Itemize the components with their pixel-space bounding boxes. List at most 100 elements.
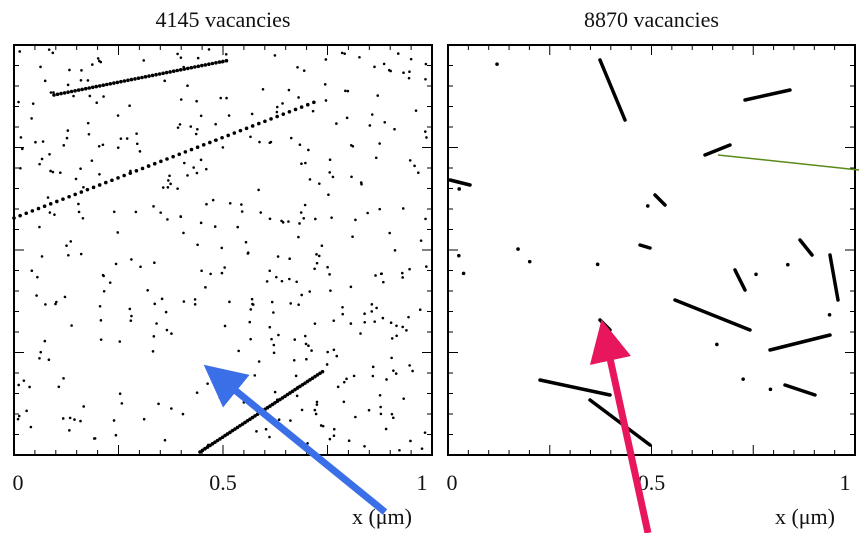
vacancy-dot xyxy=(92,437,96,440)
vacancy-dot xyxy=(382,62,386,66)
vacancy-dot xyxy=(328,171,331,174)
vacancy-dot xyxy=(384,427,388,431)
vacancy-dot xyxy=(240,203,243,206)
vacancy-dot xyxy=(59,91,63,96)
vacancy-dot xyxy=(152,161,157,166)
vacancy-dot xyxy=(53,213,56,216)
vacancy-dot xyxy=(379,405,382,409)
vacancy-dot xyxy=(401,276,404,279)
vacancy-dot xyxy=(288,257,291,261)
vacancy-dot xyxy=(66,83,70,87)
vacancy-dot xyxy=(142,417,146,421)
vacancy-dot xyxy=(363,444,366,448)
vacancy-cluster xyxy=(598,58,627,122)
vacancy-dot xyxy=(72,94,75,98)
vacancy-cluster xyxy=(673,298,752,332)
vacancy-dot xyxy=(101,143,105,147)
vacancy-dot xyxy=(178,123,182,126)
vacancy-dot xyxy=(218,396,222,399)
panel-title: 8870 vacancies xyxy=(584,7,719,32)
vacancy-dot xyxy=(20,147,24,151)
vacancy-dot xyxy=(171,69,176,73)
vacancy-dot xyxy=(407,315,410,319)
vacancy-dot xyxy=(38,225,41,229)
vacancy-dot xyxy=(176,52,179,56)
vacancy-dot xyxy=(408,70,411,74)
vacancy-dot xyxy=(376,94,380,97)
vacancy-dot xyxy=(320,244,324,248)
vacancy-dot xyxy=(176,126,180,129)
vacancy-dot xyxy=(48,211,52,214)
vacancy-dot xyxy=(90,85,95,90)
vacancy-dot xyxy=(220,271,224,275)
vacancy-dot xyxy=(400,271,404,275)
vacancy-dot xyxy=(79,79,83,82)
vacancy-dot xyxy=(143,75,148,79)
vacancy-dot xyxy=(310,349,313,352)
vacancy-dot xyxy=(244,126,249,131)
vacancy-dot xyxy=(378,207,382,211)
vacancy-dot xyxy=(40,255,44,258)
vacancy-dot xyxy=(268,325,272,329)
vacancy-dot xyxy=(250,124,255,128)
vacancy-dot xyxy=(189,125,193,128)
vacancy-dot xyxy=(416,171,420,175)
vacancy-dot xyxy=(768,387,773,392)
vacancy-dot xyxy=(221,146,225,149)
vacancy-dot xyxy=(101,83,106,87)
vacancy-dot xyxy=(304,342,308,346)
vacancy-dot xyxy=(168,174,171,178)
vacancy-dot xyxy=(114,433,118,437)
vacancy-dot xyxy=(210,61,215,66)
vacancy-dot xyxy=(249,135,252,139)
vacancy-dot xyxy=(457,187,462,191)
vacancy-dot xyxy=(257,188,260,192)
vacancy-dot xyxy=(87,132,91,136)
vacancy-dot xyxy=(95,101,99,105)
vacancy-dot xyxy=(206,382,209,385)
vacancy-dot xyxy=(277,333,280,337)
vacancy-dot xyxy=(395,334,398,338)
vacancy-dot xyxy=(385,378,388,381)
vacancy-dot xyxy=(36,206,41,211)
vacancy-dot xyxy=(153,302,157,306)
vacancy-dot xyxy=(17,414,21,418)
vacancy-dot xyxy=(292,358,296,362)
vacancy-dot xyxy=(418,308,422,312)
vacancy-dot xyxy=(110,178,114,183)
vacancy-dot xyxy=(68,429,71,432)
vacancy-dot xyxy=(257,121,261,126)
vacancy-dot xyxy=(328,158,332,162)
vacancy-dot xyxy=(332,427,336,431)
vacancy-dot xyxy=(281,112,286,116)
vacancy-dot xyxy=(49,169,52,173)
vacancy-dot xyxy=(194,132,198,136)
vacancy-dot xyxy=(196,56,200,60)
vacancy-dot xyxy=(68,68,71,72)
vacancy-dot xyxy=(140,166,145,171)
vacancy-dot xyxy=(347,439,351,442)
vacancy-dot xyxy=(381,316,385,320)
vacancy-dot xyxy=(371,365,375,369)
vacancy-cluster xyxy=(588,398,652,447)
vacancy-dot xyxy=(378,142,381,145)
vacancy-dot xyxy=(374,156,378,160)
vacancy-dot xyxy=(130,258,133,261)
vacancy-dot xyxy=(387,68,391,72)
vacancy-dot xyxy=(166,186,170,189)
vacancy-dot xyxy=(268,269,272,273)
vacancy-dot xyxy=(66,129,70,132)
vacancy-dot xyxy=(77,202,80,206)
vacancy-cluster xyxy=(638,243,652,250)
vacancy-dot xyxy=(217,60,222,64)
vacancy-dot xyxy=(59,171,62,175)
vacancy-dot xyxy=(321,424,325,428)
vacancy-dot xyxy=(305,102,310,107)
vacancy-dot xyxy=(130,314,133,318)
vacancy-dot xyxy=(61,197,65,201)
vacancy-dot xyxy=(157,402,160,406)
vacancy-cluster xyxy=(783,383,817,397)
vacancy-dot xyxy=(645,204,650,208)
vacancy-dot xyxy=(199,158,203,162)
vacancy-dot xyxy=(294,374,298,378)
